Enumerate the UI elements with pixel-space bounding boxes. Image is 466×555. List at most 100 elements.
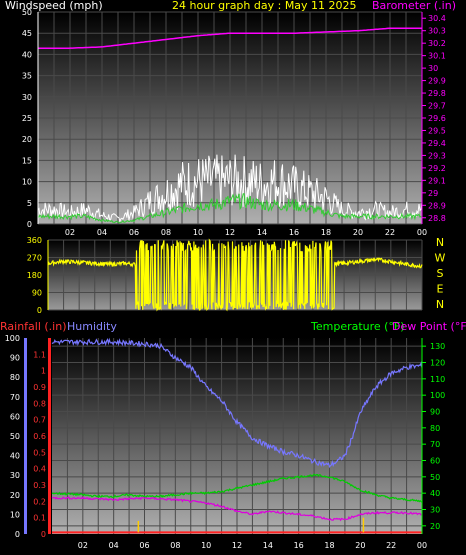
humidity-tick-label: 40 <box>10 452 20 461</box>
temp-tick-label: 100 <box>430 391 445 400</box>
humidity-tick-label: 60 <box>10 412 20 421</box>
x-tick-label: 00 <box>417 228 427 237</box>
windspeed-tick-label: 0 <box>27 220 32 229</box>
rain-tick-label: 0.6 <box>33 432 46 441</box>
direction-tick-label: 0 <box>37 306 42 315</box>
windspeed-tick-label: 25 <box>22 114 32 123</box>
rain-tick-label: 0.4 <box>33 465 46 474</box>
temperature-line <box>51 473 423 503</box>
x-tick-label: 06 <box>139 541 149 550</box>
humidity-tick-label: 0 <box>15 530 20 539</box>
temp-tick-label: 90 <box>430 408 440 417</box>
windspeed-tick-label: 45 <box>22 29 32 38</box>
rain-tick-label: 1.1 <box>33 350 46 359</box>
direction-series <box>47 238 423 312</box>
x-tick-label: 18 <box>324 541 334 550</box>
temp-axes: 2030405060708090100110120130010203040506… <box>5 334 446 550</box>
compass-label: E <box>437 283 444 296</box>
barometer-tick-label: 30.2 <box>428 39 446 48</box>
barometer-tick-label: 29.8 <box>428 89 446 98</box>
x-tick-label: 16 <box>289 228 299 237</box>
windspeed-tick-label: 50 <box>22 8 32 17</box>
temp-tick-label: 40 <box>430 489 440 498</box>
temp-tick-label: 70 <box>430 440 440 449</box>
direction-tick-label: 270 <box>27 254 42 263</box>
temp-tick-label: 80 <box>430 424 440 433</box>
rain-tick-label: 0 <box>41 530 46 539</box>
humidity-tick-label: 90 <box>10 354 20 363</box>
barometer-tick-label: 29.1 <box>428 176 446 185</box>
x-tick-label: 10 <box>201 541 211 550</box>
x-tick-label: 22 <box>385 228 395 237</box>
temperature-label: Temperature (°F) <box>310 320 405 333</box>
wind-average-line <box>37 193 423 224</box>
compass-label: W <box>435 252 446 265</box>
dewpoint-line <box>51 496 423 522</box>
x-tick-label: 12 <box>225 228 235 237</box>
rain-tick-label: 0.5 <box>33 448 46 457</box>
compass-label: N <box>436 236 444 249</box>
rain-tick-label: 0.1 <box>33 514 46 523</box>
direction-tick-label: 180 <box>27 271 42 280</box>
windspeed-tick-label: 20 <box>22 135 32 144</box>
humidity-label: Humidity <box>67 320 117 333</box>
x-tick-label: 02 <box>78 541 88 550</box>
humidity-tick-label: 80 <box>10 373 20 382</box>
rain-tick-label: 0.2 <box>33 497 46 506</box>
windspeed-tick-label: 5 <box>27 199 32 208</box>
windspeed-tick-label: 35 <box>22 72 32 81</box>
barometer-tick-label: 29.6 <box>428 114 446 123</box>
temp-tick-label: 20 <box>430 522 440 531</box>
x-tick-label: 06 <box>129 228 139 237</box>
x-tick-label: 04 <box>97 228 107 237</box>
barometer-tick-label: 29.2 <box>428 164 446 173</box>
barometer-label: Barometer (.in) <box>372 0 456 12</box>
humidity-axis-bar <box>24 338 27 534</box>
x-tick-label: 10 <box>193 228 203 237</box>
temp-tick-label: 60 <box>430 457 440 466</box>
barometer-tick-label: 30.3 <box>428 27 446 36</box>
wind-axes: 0 5 10 15 20 25 30 35 40 45 50 28.8 28.9 29 29.1 29.2 29… <box>22 8 446 237</box>
humidity-tick-label: 50 <box>10 432 20 441</box>
wind-gust-line <box>37 154 423 223</box>
humidity-tick-label: 20 <box>10 491 20 500</box>
x-tick-label: 02 <box>65 228 75 237</box>
humidity-tick-label: 30 <box>10 471 20 480</box>
barometer-tick-label: 28.9 <box>428 201 446 210</box>
x-tick-label: 18 <box>321 228 331 237</box>
wind-barometer-chart: 0 5 10 15 20 25 30 35 40 45 50 28.8 28.9 29 29.1 29.2 29… <box>5 0 456 237</box>
humidity-tick-label: 70 <box>10 393 20 402</box>
humidity-line <box>51 337 423 469</box>
humidity-tick-label: 100 <box>5 334 20 343</box>
temp-humidity-chart: 2030405060708090100110120130010203040506… <box>0 320 466 550</box>
barometer-tick-label: 28.8 <box>428 214 446 223</box>
x-tick-label: 00 <box>417 541 427 550</box>
x-tick-label: 22 <box>386 541 396 550</box>
x-tick-label: 04 <box>109 541 119 550</box>
windspeed-tick-label: 15 <box>22 156 32 165</box>
barometer-tick-label: 29.7 <box>428 102 446 111</box>
rain-tick-label: 0.8 <box>33 399 46 408</box>
x-tick-label: 16 <box>294 541 304 550</box>
rain-tick-label: 0.9 <box>33 383 46 392</box>
rain-axis-bar <box>48 338 51 534</box>
barometer-tick-label: 29.5 <box>428 126 446 135</box>
x-tick-label: 08 <box>161 228 171 237</box>
temp-grid <box>52 338 423 534</box>
dewpoint-label: Dew Point (°F) <box>392 320 466 333</box>
temp-tick-label: 120 <box>430 359 445 368</box>
windspeed-tick-label: 30 <box>22 93 32 102</box>
temp-series <box>51 337 423 534</box>
x-tick-label: 12 <box>232 541 242 550</box>
x-tick-label: 14 <box>257 228 267 237</box>
chart-title: 24 hour graph day : May 11 2025 <box>172 0 357 12</box>
compass-label: N <box>436 298 444 311</box>
temp-tick-label: 50 <box>430 473 440 482</box>
direction-tick-label: 90 <box>32 289 42 298</box>
barometer-tick-label: 30.1 <box>428 52 446 61</box>
x-tick-label: 14 <box>263 541 273 550</box>
barometer-tick-label: 29.3 <box>428 151 446 160</box>
windspeed-tick-label: 10 <box>22 178 32 187</box>
